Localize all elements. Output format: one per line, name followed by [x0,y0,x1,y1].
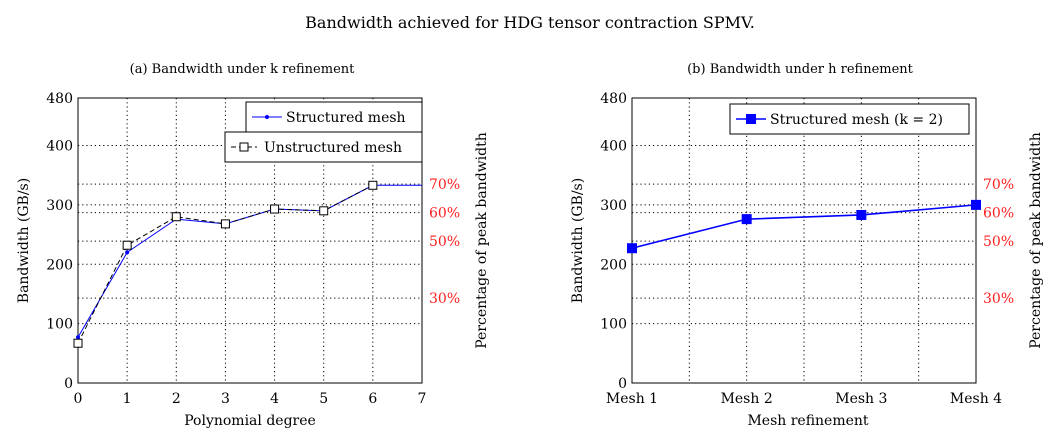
y-tick-label: 200 [600,257,627,273]
right-tick-label: 60% [983,206,1014,222]
y-tick-label: 300 [600,198,627,214]
series-line [77,184,422,338]
series-solid-square [627,199,981,254]
right-tick-label: 70% [983,177,1014,193]
data-point [125,250,130,255]
x-tick-label: Mesh 4 [950,391,1002,407]
x-tick-label: 6 [368,391,377,407]
right-tick-label: 60% [429,206,460,222]
series-line [631,204,977,249]
x-tick-label: 5 [319,391,328,407]
x-axis-label: Polynomial degree [184,413,316,429]
x-tick-label: Mesh 3 [835,391,887,407]
data-point [741,214,752,225]
x-tick-label: Mesh 1 [606,391,658,407]
legend-structured-k2: Structured mesh (k = 2) [729,103,970,135]
y-tick-label: 400 [600,139,627,155]
right-tick-label: 70% [429,177,460,193]
right-tick-label: 50% [429,234,460,250]
legend-box [224,131,423,163]
legend-unstructured: Unstructured mesh [224,131,423,163]
series-dashed-square [73,180,378,348]
legend-label: Unstructured mesh [264,140,402,156]
y-tick-label: 100 [600,317,627,333]
x-tick-label: 1 [123,391,132,407]
data-point [627,243,637,254]
data-point [122,240,132,250]
legend-label: Structured mesh (k = 2) [770,112,943,128]
data-point [270,204,280,214]
x-axis-label: Mesh refinement [747,413,868,429]
data-point [856,209,867,220]
data-point [368,180,378,190]
y-tick-label: 100 [46,317,73,333]
legend-label: Structured mesh [286,110,406,126]
series-solid-dot [76,183,422,340]
x-tick-label: 3 [221,391,230,407]
data-point [319,206,329,216]
y-tick-label: 200 [46,257,73,273]
y-tick-label: 480 [600,91,627,107]
right-tick-label: 30% [429,291,460,307]
data-point [971,199,981,210]
panel-title: (b) Bandwidth under h refinement [687,62,914,77]
panel-a: (a) Bandwidth under k refinement 0 100 200 3… [16,62,490,429]
data-point [220,219,230,229]
x-tick-label: 0 [74,391,83,407]
legend-marker [746,114,756,124]
legend-marker [265,115,269,119]
y-axis-label-right: Percentage of peak bandwidth [474,132,490,349]
plot-frame [77,97,423,384]
x-tick-label: Mesh 2 [721,391,773,407]
plot-frame [631,97,977,384]
y-tick-label: 400 [46,139,73,155]
y-tick-label: 300 [46,198,73,214]
y-tick-label: 0 [618,376,627,392]
data-point [73,338,83,348]
panel-b: (b) Bandwidth under h refinement 0 100 200 3… [570,62,1044,429]
legend-marker [239,142,249,152]
y-axis-label-right: Percentage of peak bandwidth [1028,132,1044,349]
data-point [171,212,181,222]
figure-title: Bandwidth achieved for HDG tensor contra… [305,13,755,32]
y-tick-label: 0 [64,376,73,392]
right-tick-label: 50% [983,234,1014,250]
right-tick-label: 30% [983,291,1014,307]
x-tick-label: 2 [172,391,181,407]
y-tick-label: 480 [46,91,73,107]
x-tick-label: 4 [270,391,279,407]
data-point [76,335,80,340]
x-tick-label: 7 [418,391,427,407]
y-axis-label: Bandwidth (GB/s) [570,178,586,303]
y-axis-label: Bandwidth (GB/s) [16,178,32,303]
legend-box [729,103,970,135]
panel-title: (a) Bandwidth under k refinement [130,62,356,77]
legend-structured: Structured mesh [245,101,423,134]
